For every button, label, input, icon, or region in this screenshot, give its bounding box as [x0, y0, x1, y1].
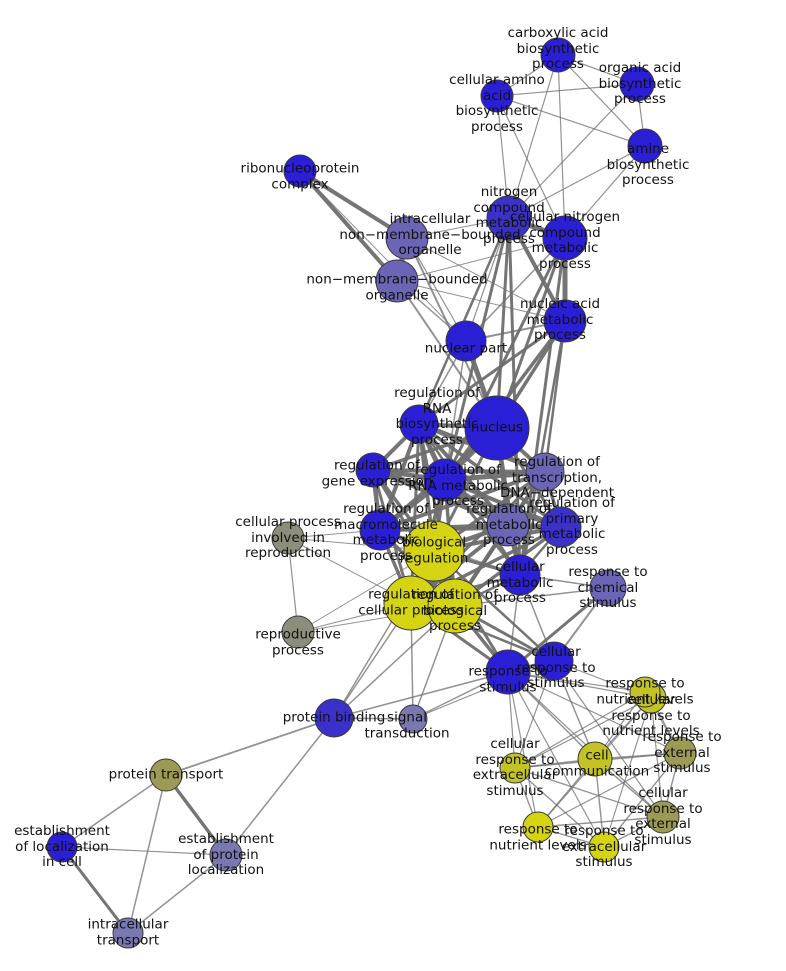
node-layer — [46, 37, 697, 949]
graph-edge — [164, 773, 228, 857]
graph-node-reproductive_process[interactable] — [281, 615, 315, 649]
graph-edge — [557, 54, 566, 239]
graph-edge — [333, 671, 509, 719]
graph-edge — [508, 145, 646, 219]
graph-node-organic_acid_biosynthetic_process[interactable] — [619, 66, 655, 102]
graph-edge — [507, 671, 605, 848]
graph-edge — [537, 752, 681, 828]
graph-node-cellular_response_to_stimulus[interactable] — [534, 641, 574, 681]
graph-edge — [508, 54, 559, 219]
graph-edge — [603, 697, 652, 848]
graph-edge — [557, 54, 646, 147]
graph-edge — [507, 671, 539, 828]
graph-node-response_to_external_stimulus[interactable] — [663, 736, 697, 770]
graph-edge — [127, 774, 167, 934]
graph-edge — [417, 319, 567, 426]
graph-node-nuclear_part[interactable] — [445, 320, 487, 362]
graph-edge — [298, 169, 399, 283]
graph-edge — [465, 237, 566, 342]
graph-node-cellular_amino_acid_biosynthetic_process[interactable] — [480, 79, 514, 113]
graph-edge — [553, 660, 664, 818]
graph-node-cellular_process_involved_in_reproduction[interactable] — [271, 521, 305, 555]
graph-edge — [507, 671, 652, 699]
graph-node-protein_binding[interactable] — [314, 698, 354, 738]
graph-node-cellular_metabolic_process[interactable] — [499, 554, 541, 596]
graph-edge — [507, 671, 681, 754]
graph-edge — [496, 95, 566, 239]
graph-node-response_to_stimulus[interactable] — [485, 649, 531, 695]
graph-node-amine_biosynthetic_process[interactable] — [627, 128, 663, 164]
graph-edge — [537, 816, 664, 828]
graph-edge — [60, 845, 130, 935]
graph-node-ribonucleoprotein_complex[interactable] — [283, 154, 317, 188]
graph-node-regulation_of_gene_expression[interactable] — [355, 452, 391, 488]
graph-edge — [412, 660, 555, 720]
graph-node-establishment_of_protein_localization[interactable] — [209, 838, 243, 872]
graph-node-signal_transduction[interactable] — [398, 704, 428, 734]
graph-edge — [61, 846, 227, 856]
graph-edge — [650, 697, 664, 818]
graph-edge — [507, 671, 646, 693]
graph-edge — [514, 767, 605, 848]
graph-node-regulation_of_primary_metabolic_process[interactable] — [540, 506, 582, 548]
edge-layer — [60, 54, 681, 935]
graph-edge — [299, 170, 467, 342]
graph-node-regulation_of_biological_process[interactable] — [427, 578, 483, 634]
graph-node-intracellular_transport[interactable] — [112, 917, 144, 949]
graph-node-cellular_response_to_extracellular_stimulus[interactable] — [499, 752, 531, 784]
graph-edge — [127, 854, 227, 934]
graph-node-nitrogen_compound_metabolic_process[interactable] — [486, 195, 532, 241]
graph-node-response_to_nutrient_levels_top[interactable] — [629, 676, 661, 708]
graph-node-nucleus[interactable] — [464, 395, 530, 461]
graph-node-carboxylic_acid_biosynthetic_process[interactable] — [540, 37, 576, 73]
graph-node-nucleic_acid_metabolic_process[interactable] — [543, 299, 587, 343]
graph-node-regulation_of_macromolecule_metabolic_process[interactable] — [359, 509, 401, 551]
graph-edge — [495, 216, 511, 430]
graph-edge — [396, 237, 566, 282]
graph-node-biological_regulation[interactable] — [403, 520, 465, 582]
graph-node-establishment_of_localization_in_cell[interactable] — [46, 831, 78, 863]
graph-node-regulation_of_rna_metabolic_process[interactable] — [423, 458, 467, 502]
graph-edge — [514, 697, 652, 769]
graph-edge — [371, 468, 563, 529]
graph-edge — [496, 83, 638, 97]
graph-node-regulation_of_transcription_dna_dependent[interactable] — [525, 452, 565, 492]
graph-edge — [508, 83, 638, 219]
graph-node-response_to_extracellular_stimulus[interactable] — [588, 831, 620, 863]
graph-node-regulation_of_rna_biosynthetic_process[interactable] — [399, 404, 439, 444]
graph-edge — [409, 422, 421, 605]
graph-node-intracellular_non_membrane_bounded_organelle[interactable] — [385, 216, 429, 260]
graph-edge — [165, 717, 335, 776]
graph-edge — [514, 691, 646, 769]
graph-node-cell_communication[interactable] — [577, 741, 613, 777]
graph-node-cellular_response_to_external_stimulus[interactable] — [646, 800, 680, 834]
graph-node-response_to_chemical_stimulus[interactable] — [589, 569, 627, 607]
graph-node-cellular_nitrogen_compound_metabolic_process[interactable] — [542, 215, 588, 261]
graph-edge — [496, 95, 646, 147]
graph-node-response_to_nutrient_levels[interactable] — [522, 811, 554, 843]
graph-node-protein_transport[interactable] — [149, 758, 183, 792]
graph-edge — [378, 470, 547, 532]
graph-edge — [61, 774, 167, 848]
graph-node-non_membrane_bounded_organelle[interactable] — [375, 259, 419, 303]
graph-edge — [514, 767, 664, 818]
graph-node-regulation_of_metabolic_process[interactable] — [486, 503, 530, 547]
graph-edge — [225, 717, 335, 856]
